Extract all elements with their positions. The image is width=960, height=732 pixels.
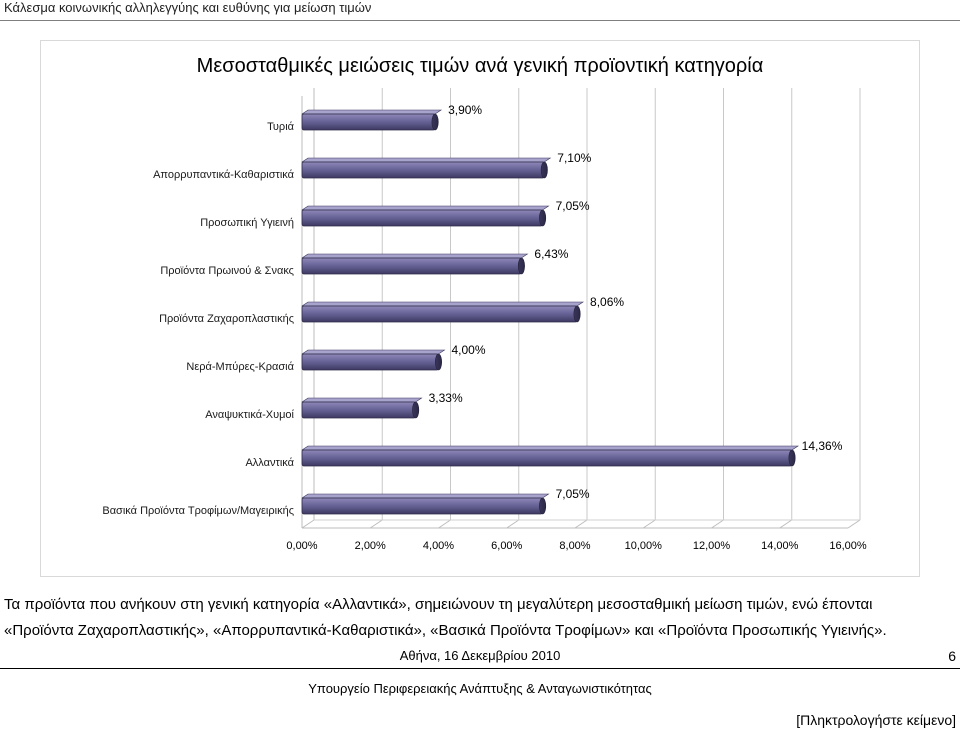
bar-top-face [301,493,550,499]
chart-title: Μεσοσταθμικές μειώσεις τιμών ανά γενική … [196,55,764,77]
bar-top-face [301,253,529,259]
category-label: Τυριά [267,121,294,133]
bar-end-cap [517,257,525,275]
bar-top-face [301,157,552,163]
footer-placeholder-text[interactable]: [Πληκτρολογήστε κείμενο] [796,712,956,728]
x-tick-label: 6,00% [491,540,522,552]
x-tick-label: 12,00% [693,540,731,552]
floor-gridline [369,519,383,529]
bar [301,161,545,179]
category-label: Προϊόντα Πρωινού & Σνακς [160,265,294,277]
bar-chart: 0,00% 2,00% 4,00% 6,00% 8,00% 10,00% 12,00% 14,… [102,88,867,552]
bar-top-face [301,349,446,355]
bar-top-face [301,397,423,403]
x-tick-label: 4,00% [423,540,454,552]
summary-line-2: «Προϊόντα Ζαχαροπλαστικής», «Απορρυπαντι… [4,622,887,639]
bar-end-cap [788,449,796,467]
x-tick-label: 14,00% [761,540,799,552]
data-label: 3,90% [448,103,482,117]
bar [301,497,543,515]
bar [301,449,793,467]
x-tick-label: 16,00% [829,540,867,552]
category-label: Προϊόντα Ζαχαροπλαστικής [159,313,294,325]
bar [301,305,578,323]
data-label: 6,43% [534,247,568,261]
bar [301,257,522,275]
data-label: 7,05% [556,487,590,501]
data-label: 4,00% [451,343,485,357]
bar [301,401,417,419]
bar-end-cap [434,353,442,371]
bar [301,353,439,371]
bar-top-face [301,445,800,451]
bar-end-cap [573,305,581,323]
floor-gridline [711,519,724,529]
bar-end-cap [539,209,547,227]
floor-gridline [506,519,520,529]
x-tick-label: 2,00% [355,540,386,552]
summary-paragraph: Τα προϊόντα που ανήκουν στη γενική κατηγ… [4,592,956,644]
footer-date: Αθήνα, 16 Δεκεμβρίου 2010 [399,648,561,663]
floor-gridline [438,519,451,529]
labels: 0,00% 2,00% 4,00% 6,00% 8,00% 10,00% 12,00% 14,… [102,103,867,552]
page-number: 6 [948,648,956,664]
bar-top-face [301,205,550,211]
floor-gridline [779,519,793,529]
bar [301,113,436,131]
floor-gridline [847,519,861,529]
bar-top-face [301,109,443,115]
bar-end-cap [431,113,439,131]
floor-gridline [301,519,315,529]
data-label: 8,06% [590,295,624,309]
footer-ministry: Υπουργείο Περιφερειακής Ανάπτυξης & Αντα… [308,681,652,696]
bar-end-cap [540,161,548,179]
header-title: Κάλεσμα κοινωνικής αλληλεγγύης και ευθύν… [4,0,372,15]
data-label: 14,36% [802,439,843,453]
category-label: Βασικά Προϊόντα Τροφίμων/Μαγειρικής [102,505,294,517]
x-tick-label: 0,00% [286,540,317,552]
category-label: Νερά-Μπύρες-Κρασιά [186,361,294,373]
data-label: 7,10% [557,151,591,165]
header-rule [0,20,960,21]
summary-line-1: Τα προϊόντα που ανήκουν στη γενική κατηγ… [4,596,873,613]
x-tick-label: 8,00% [559,540,590,552]
bar [301,209,543,227]
data-label: 3,33% [429,391,463,405]
floor-gridline [574,519,588,529]
category-label: Απορρυπαντικά-Καθαριστικά [153,169,295,181]
bar-end-cap [412,401,420,419]
category-label: Αναψυκτικά-Χυμοί [205,409,294,421]
bar-top-face [301,301,585,307]
data-label: 7,05% [556,199,590,213]
footer-rule [0,668,960,669]
bars [301,109,800,515]
bar-end-cap [539,497,547,515]
floor-gridline [642,519,656,529]
x-tick-label: 10,00% [625,540,663,552]
category-label: Προσωπική Υγιεινή [200,217,294,229]
document-header: Κάλεσμα κοινωνικής αλληλεγγύης και ευθύν… [0,0,960,21]
category-label: Αλλαντικά [245,457,294,469]
